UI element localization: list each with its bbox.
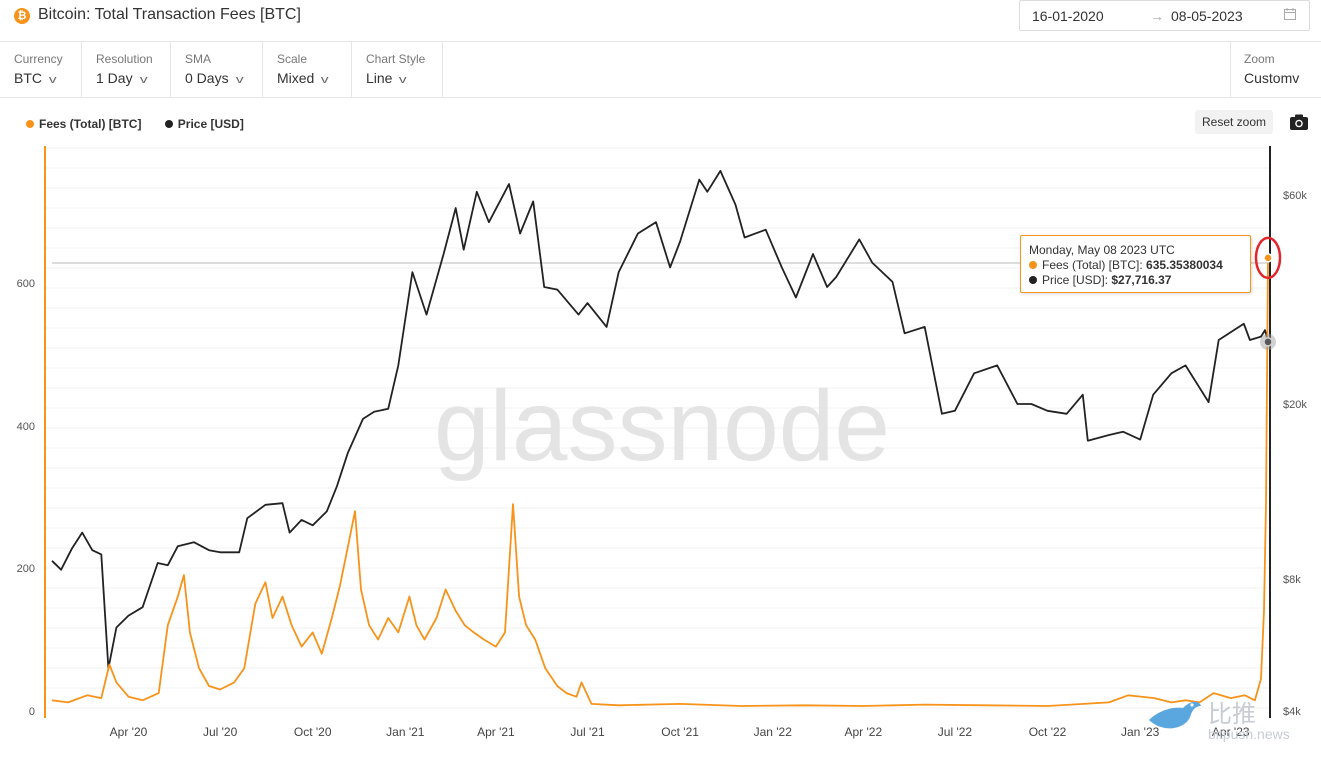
- x-tick-label: Oct '21: [661, 725, 699, 739]
- x-axis-ticks: Apr '20 Jul '20 Oct '20 Jan '21 Apr '21 Jul '…: [110, 725, 1250, 739]
- tooltip-price-value: $27,716.37: [1111, 273, 1172, 287]
- chart-style-select[interactable]: Chart Style Line v: [352, 42, 443, 97]
- bitcoin-icon: ₿: [14, 8, 30, 24]
- zoom-label: Zoom: [1244, 52, 1275, 66]
- legend-dot-price: [164, 120, 173, 128]
- chart-controls: Currency BTC v Resolution 1 Day v SMA 0 Da…: [0, 42, 1321, 98]
- x-tick-label: Apr '22: [845, 725, 883, 739]
- chevron-down-icon: v: [1292, 70, 1300, 86]
- price-marker-halo: [1260, 333, 1276, 350]
- price-hover-marker: [1263, 337, 1273, 347]
- fees-price-chart[interactable]: glassnode 0 200 400 600 $4k $8k $20k $60k Apr …: [0, 140, 1321, 759]
- zoom-select[interactable]: Zoom Customv: [1230, 42, 1321, 97]
- tooltip-price-dot: [1029, 276, 1037, 284]
- x-tick-label: Jul '20: [203, 725, 238, 739]
- x-tick-label: Oct '20: [294, 725, 332, 739]
- date-range-picker[interactable]: 16-01-2020 → 08-05-2023: [1019, 0, 1310, 31]
- right-axis-ticks: $4k $8k $20k $60k: [1283, 190, 1307, 718]
- reset-zoom-button[interactable]: Reset zoom: [1195, 110, 1273, 134]
- right-tick-label: $60k: [1283, 190, 1307, 202]
- x-tick-label: Apr '21: [477, 725, 515, 739]
- resolution-value: 1 Day: [96, 70, 133, 86]
- arrow-right-icon: →: [1150, 8, 1164, 24]
- calendar-icon[interactable]: [1284, 8, 1296, 20]
- camera-icon[interactable]: [1290, 114, 1308, 130]
- bird-logo-icon: [1149, 701, 1201, 729]
- currency-value: BTC: [14, 70, 42, 86]
- tooltip-fees-value: 635.35380034: [1146, 258, 1223, 272]
- chart-style-label: Chart Style: [366, 52, 426, 66]
- chart-legend: Fees (Total) [BTC] Price [USD]: [26, 117, 264, 131]
- chevron-down-icon: v: [235, 74, 244, 86]
- chart-style-value: Line: [366, 70, 393, 86]
- legend-label-fees: Fees (Total) [BTC]: [39, 117, 142, 131]
- right-tick-label: $4k: [1283, 706, 1301, 718]
- chevron-down-icon: v: [399, 74, 408, 86]
- x-tick-label: Jul '22: [938, 725, 973, 739]
- currency-select[interactable]: Currency BTC v: [0, 42, 82, 97]
- zoom-value: Custom: [1244, 70, 1293, 86]
- legend-label-price: Price [USD]: [177, 117, 244, 131]
- sma-select[interactable]: SMA 0 Days v: [171, 42, 263, 97]
- bitpush-site-watermark: bitpush.news: [1208, 726, 1290, 742]
- tooltip-fees-row: Fees (Total) [BTC]: 635.35380034: [1029, 258, 1223, 272]
- x-tick-label: Apr '20: [110, 725, 148, 739]
- legend-item-fees[interactable]: Fees (Total) [BTC]: [26, 117, 141, 131]
- scale-select[interactable]: Scale Mixed v: [263, 42, 352, 97]
- resolution-label: Resolution: [96, 52, 153, 66]
- glassnode-watermark: glassnode: [434, 370, 890, 482]
- scale-value: Mixed: [277, 70, 315, 86]
- x-tick-label: Jan '21: [386, 725, 425, 739]
- scale-label: Scale: [277, 52, 308, 66]
- tooltip-fees-dot: [1029, 261, 1037, 269]
- left-tick-label: 600: [17, 278, 35, 290]
- chevron-down-icon: v: [139, 74, 148, 86]
- chevron-down-icon: v: [48, 74, 57, 86]
- resolution-select[interactable]: Resolution 1 Day v: [82, 42, 171, 97]
- date-from-input[interactable]: 16-01-2020: [1032, 8, 1104, 24]
- x-tick-label: Jan '22: [754, 725, 793, 739]
- chart-tooltip: Monday, May 08 2023 UTC Fees (Total) [BT…: [1020, 235, 1251, 293]
- tooltip-date: Monday, May 08 2023 UTC: [1029, 243, 1175, 257]
- legend-item-price[interactable]: Price [USD]: [164, 117, 244, 131]
- page-title: Bitcoin: Total Transaction Fees [BTC]: [38, 6, 301, 23]
- x-tick-label: Oct '22: [1029, 725, 1067, 739]
- right-tick-label: $20k: [1283, 399, 1307, 411]
- left-tick-label: 200: [17, 563, 35, 575]
- x-tick-label: Apr '23: [1212, 725, 1250, 739]
- date-to-input[interactable]: 08-05-2023: [1171, 8, 1243, 24]
- currency-label: Currency: [14, 52, 63, 66]
- sma-label: SMA: [185, 52, 212, 66]
- fees-series-line: [51, 257, 1269, 707]
- tooltip-price-row: Price [USD]: $27,716.37: [1029, 273, 1171, 287]
- left-axis-ticks: 0 200 400 600: [17, 278, 35, 718]
- sma-value: 0 Days: [185, 70, 229, 86]
- chevron-down-icon: v: [321, 74, 329, 86]
- left-tick-label: 0: [29, 706, 35, 718]
- highlight-ring: [1254, 236, 1282, 280]
- x-tick-label: Jan '23: [1121, 725, 1160, 739]
- tooltip-price-label: Price [USD]:: [1042, 273, 1109, 287]
- left-tick-label: 400: [17, 421, 35, 433]
- gridlines: [45, 147, 1270, 709]
- x-tick-label: Jul '21: [570, 725, 605, 739]
- bitpush-cn-watermark: 比推: [1208, 700, 1256, 728]
- legend-dot-fees: [26, 120, 34, 128]
- fees-hover-marker: [1263, 253, 1273, 263]
- price-series-line: [51, 170, 1269, 670]
- right-tick-label: $8k: [1283, 574, 1301, 586]
- chart-header: ₿ Bitcoin: Total Transaction Fees [BTC] …: [0, 0, 1321, 42]
- tooltip-fees-label: Fees (Total) [BTC]:: [1042, 258, 1143, 272]
